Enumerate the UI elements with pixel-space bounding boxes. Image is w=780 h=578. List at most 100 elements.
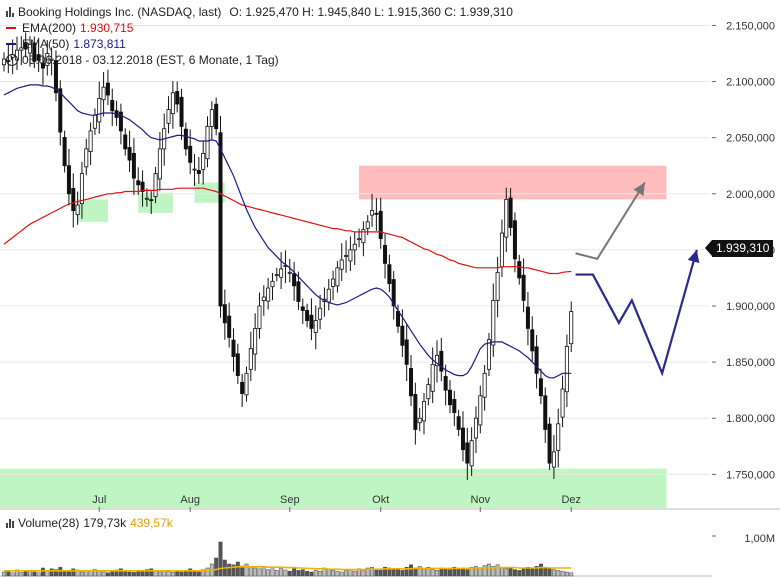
candle <box>71 173 76 228</box>
candle <box>261 285 266 316</box>
volume-bar <box>348 569 353 577</box>
y-tick-label: 2.100,000 <box>726 77 775 89</box>
candle <box>40 47 45 85</box>
candle <box>434 340 439 383</box>
y-tick-label: 2.150,000 <box>726 20 775 32</box>
candle-body <box>279 268 284 278</box>
volume-bar <box>318 570 323 577</box>
candle <box>179 88 184 140</box>
candle <box>560 375 565 428</box>
chart-legend: Booking Holdings Inc. (NASDAQ, last) O: … <box>6 4 513 68</box>
candle <box>296 271 301 310</box>
candle <box>36 37 41 73</box>
candle-body <box>491 299 496 346</box>
candle-body <box>253 328 258 355</box>
candle <box>469 427 474 476</box>
candle-body <box>447 389 452 406</box>
volume-bar <box>422 568 426 577</box>
candle <box>478 385 483 434</box>
volume-bar <box>512 569 517 577</box>
volume-bar <box>188 568 193 577</box>
candle <box>53 50 58 102</box>
candle <box>97 81 102 134</box>
volume-bar <box>235 561 240 577</box>
candle <box>49 47 54 76</box>
y-tick-label: 2.000,000 <box>726 189 775 201</box>
volume-bars-icon <box>6 518 14 528</box>
candle-body <box>105 82 110 96</box>
volume-bar <box>452 566 457 577</box>
candle <box>495 257 500 318</box>
volume-bar <box>383 566 387 577</box>
candle <box>339 243 344 281</box>
candle-body <box>404 339 409 365</box>
candle <box>131 138 136 195</box>
volume-bar <box>374 569 379 577</box>
candle <box>58 80 63 146</box>
volume-bar <box>569 572 574 577</box>
x-tick-label: Jul <box>92 494 106 506</box>
volume-bar <box>400 570 405 577</box>
candle <box>266 277 271 310</box>
candle <box>491 283 496 357</box>
candle <box>443 364 448 406</box>
candle-body <box>66 165 71 195</box>
candle-body <box>486 339 491 370</box>
candle <box>287 258 292 283</box>
grid-layer <box>0 24 710 475</box>
candle-body <box>201 152 206 170</box>
candle <box>331 270 336 300</box>
volume-bar <box>556 570 561 577</box>
candle <box>110 88 115 126</box>
candle <box>486 332 491 377</box>
volume-bar <box>283 569 288 577</box>
candle-body <box>235 353 240 376</box>
candle-body <box>452 398 457 414</box>
candle-body <box>508 197 513 228</box>
legend-range: 05.06.2018 - 03.12.2018 (EST, 6 Monate, … <box>22 53 279 67</box>
candle-body <box>478 395 483 426</box>
candle-body <box>205 126 210 160</box>
candle-body <box>227 315 232 338</box>
candle <box>383 233 388 279</box>
candle <box>136 167 141 195</box>
volume-bar <box>500 567 504 577</box>
candle <box>460 411 465 462</box>
candle <box>322 287 327 317</box>
volume-bar <box>409 564 413 577</box>
volume-bar <box>300 569 305 577</box>
volume-bar <box>218 541 223 577</box>
volume-bar <box>491 566 496 577</box>
volume-bar <box>344 570 349 577</box>
candle <box>32 36 37 69</box>
volume-bar <box>261 566 266 577</box>
candle <box>512 212 517 273</box>
candle <box>517 254 522 285</box>
x-tick-label: Okt <box>372 494 389 506</box>
y-tick-label: 1.800,000 <box>726 413 775 425</box>
candle-body <box>92 114 97 129</box>
candle <box>344 240 349 273</box>
clock-icon <box>6 54 18 66</box>
candle <box>534 335 539 389</box>
volume-bar <box>474 566 478 577</box>
candle-body <box>49 58 54 61</box>
candle <box>140 170 145 207</box>
candle-body <box>504 198 509 238</box>
candle-body <box>157 148 162 180</box>
volume-bar <box>84 570 89 577</box>
volume-bar <box>396 569 400 577</box>
volume-bar <box>504 568 509 577</box>
candle <box>201 141 206 185</box>
candle-body <box>296 281 301 302</box>
candle-body <box>123 134 128 150</box>
candle <box>149 191 154 214</box>
volume-average-line <box>4 566 572 572</box>
last-price-tag: 1.939,310 <box>704 240 774 257</box>
volume-bar <box>123 570 128 577</box>
zone-resistance <box>359 165 667 200</box>
ema200-swatch-icon <box>6 27 16 29</box>
candle <box>188 129 193 175</box>
volume-bar <box>534 566 539 577</box>
candle-body <box>244 372 249 396</box>
